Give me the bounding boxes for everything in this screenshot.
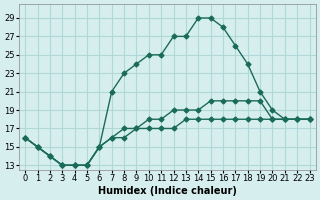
- X-axis label: Humidex (Indice chaleur): Humidex (Indice chaleur): [98, 186, 237, 196]
